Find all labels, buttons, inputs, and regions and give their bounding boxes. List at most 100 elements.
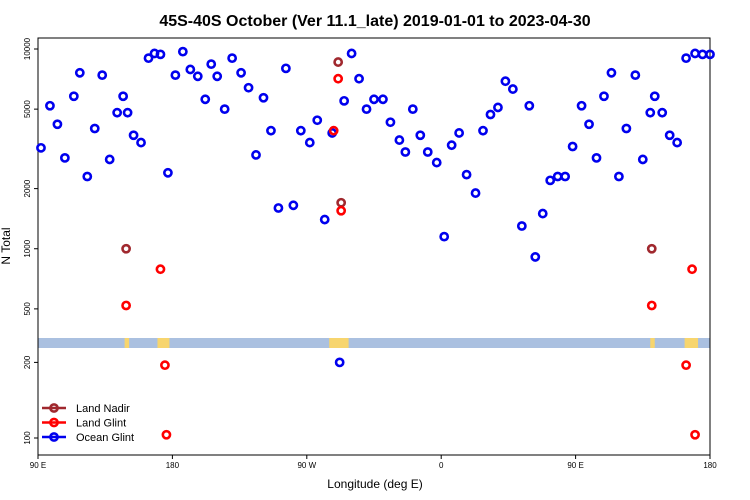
- band-land-segment: [684, 338, 699, 348]
- chart-title: 45S-40S October (Ver 11.1_late) 2019-01-…: [159, 13, 590, 30]
- legend-label: Land Glint: [76, 418, 126, 430]
- point-ocean-glint: [200, 94, 211, 105]
- x-tick-label: 90 W: [297, 461, 316, 470]
- point-land-glint: [328, 125, 339, 136]
- x-tick-label: 180: [166, 461, 180, 470]
- point-ocean-glint: [664, 130, 675, 141]
- point-ocean-glint: [672, 137, 683, 148]
- point-land-nadir: [336, 197, 347, 208]
- point-ocean-glint: [97, 70, 108, 81]
- point-ocean-glint: [304, 137, 315, 148]
- x-tick-label: 0: [439, 461, 444, 470]
- point-ocean-glint: [273, 203, 284, 213]
- x-axis-label: Longitude (deg E): [327, 477, 422, 491]
- point-land-nadir: [121, 243, 132, 254]
- point-land-glint: [161, 429, 172, 440]
- point-land-nadir: [646, 243, 657, 254]
- point-ocean-glint: [560, 171, 571, 182]
- point-ocean-glint: [68, 91, 79, 102]
- point-ocean-glint: [621, 123, 632, 134]
- point-ocean-glint: [136, 137, 146, 148]
- point-ocean-glint: [118, 91, 129, 102]
- band-strip: [38, 338, 710, 348]
- point-ocean-glint: [319, 214, 330, 225]
- point-ocean-glint: [163, 167, 173, 178]
- point-ocean-glint: [227, 53, 238, 64]
- point-ocean-glint: [378, 94, 388, 105]
- point-ocean-glint: [545, 175, 556, 186]
- point-ocean-glint: [74, 67, 85, 78]
- point-ocean-glint: [500, 76, 511, 87]
- point-ocean-glint: [606, 67, 617, 78]
- point-ocean-glint: [280, 63, 291, 74]
- legend-label: Land Nadir: [76, 403, 130, 415]
- point-ocean-glint: [591, 152, 602, 163]
- point-ocean-glint: [346, 48, 357, 59]
- point-ocean-glint: [52, 119, 63, 130]
- point-ocean-glint: [454, 128, 465, 138]
- point-ocean-glint: [645, 107, 656, 118]
- point-ocean-glint: [537, 208, 548, 219]
- point-ocean-glint: [258, 92, 269, 103]
- x-tick-label: 90 E: [567, 461, 583, 470]
- point-ocean-glint: [288, 200, 299, 211]
- point-ocean-glint: [507, 84, 518, 94]
- point-ocean-glint: [446, 140, 457, 151]
- point-land-glint: [687, 264, 697, 275]
- point-land-glint: [690, 429, 700, 440]
- point-ocean-glint: [478, 125, 488, 136]
- point-land-glint: [160, 360, 170, 371]
- point-ocean-glint: [251, 150, 261, 160]
- y-axis: 100 200 500 1000 2000 5000 10000: [23, 37, 38, 445]
- x-tick-label: 90 E: [30, 461, 46, 470]
- point-ocean-glint: [614, 171, 624, 182]
- point-ocean-glint: [422, 147, 433, 157]
- point-ocean-glint: [394, 135, 405, 145]
- y-tick-label: 500: [23, 302, 32, 316]
- y-tick-label: 1000: [23, 239, 32, 257]
- point-land-nadir: [333, 57, 344, 67]
- point-ocean-glint: [206, 59, 217, 70]
- point-ocean-glint: [312, 115, 323, 126]
- point-ocean-glint: [439, 231, 450, 242]
- point-ocean-glint: [524, 100, 535, 111]
- band-land-segment: [329, 338, 349, 348]
- point-ocean-glint: [415, 130, 426, 141]
- band-land-segment: [124, 338, 130, 348]
- point-ocean-glint: [361, 104, 372, 115]
- band-land-segment: [650, 338, 655, 348]
- point-ocean-glint: [89, 123, 100, 134]
- point-ocean-glint: [630, 70, 641, 81]
- point-ocean-glint: [385, 117, 396, 128]
- coastline-band: [38, 338, 710, 348]
- point-ocean-glint: [143, 53, 154, 64]
- band-land-segment: [157, 338, 170, 348]
- x-tick-label: 180: [703, 461, 717, 470]
- point-ocean-glint: [354, 73, 364, 84]
- point-ocean-glint: [339, 95, 350, 106]
- point-ocean-glint: [185, 64, 196, 75]
- point-ocean-glint: [128, 130, 139, 141]
- point-ocean-glint: [681, 53, 692, 64]
- point-ocean-glint: [637, 154, 648, 165]
- y-tick-label: 200: [23, 355, 32, 369]
- point-ocean-glint: [567, 141, 578, 152]
- point-ocean-glint: [516, 221, 527, 231]
- point-ocean-glint: [697, 49, 708, 60]
- legend: Land Nadir Land Glint Ocean Glint: [42, 403, 134, 444]
- point-ocean-glint: [407, 104, 418, 115]
- x-axis: 90 E 180 90 W 0 90 E 180: [30, 455, 717, 470]
- point-ocean-glint: [45, 100, 55, 111]
- plot-frame: [37, 37, 711, 456]
- point-ocean-glint: [266, 125, 276, 136]
- y-tick-label: 10000: [23, 37, 32, 60]
- point-ocean-glint: [470, 188, 481, 198]
- point-ocean-glint: [334, 357, 345, 368]
- point-ocean-glint: [461, 169, 472, 180]
- point-ocean-glint: [400, 147, 411, 157]
- point-ocean-glint: [657, 107, 668, 118]
- point-land-glint: [646, 300, 657, 311]
- y-tick-label: 100: [23, 431, 32, 445]
- point-ocean-glint: [431, 157, 442, 168]
- legend-marker: [49, 432, 59, 442]
